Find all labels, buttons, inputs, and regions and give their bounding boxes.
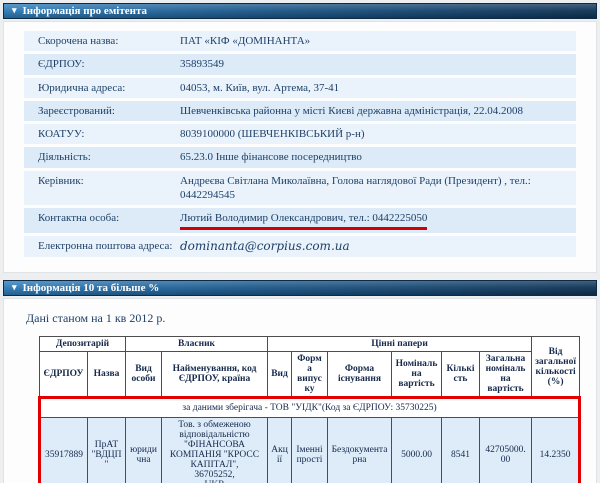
cell-edrpou: 35917889: [38, 417, 88, 483]
header-total-nominal: Загальна номінальна вартість: [478, 351, 533, 399]
issuer-row-activity: Діяльність: 65.23.0 Інше фінансове посер…: [24, 147, 576, 168]
cell-nominal-value: 5000.00: [391, 417, 442, 483]
issuer-row-email: Електронна поштова адреса: dominanta@cor…: [24, 235, 576, 258]
header-owner-name: Найменування, код ЄДРПОУ, країна: [161, 351, 268, 399]
section-header-issuer[interactable]: ▾ Інформація про емітента: [3, 3, 597, 19]
table-header-row: ЄДРПОУ Назва Вид особи Найменування, код…: [39, 351, 580, 399]
header-edrpou: ЄДРПОУ: [39, 351, 88, 399]
issuer-row-registered: Зареєстрований: Шевченківська районна у …: [24, 100, 576, 122]
header-depository: Депозитарій: [39, 336, 126, 353]
header-issue-form: Форма випуску: [291, 351, 328, 399]
email-value: dominanta@corpius.com.ua: [180, 238, 350, 253]
header-owner: Власник: [125, 336, 268, 353]
collapse-arrow-icon: ▾: [12, 281, 17, 292]
field-value: Шевченківська районна у місті Києві держ…: [180, 104, 523, 117]
cell-kind: Акції: [267, 417, 292, 483]
section-header-holders[interactable]: ▾ Інформація 10 та більше %: [3, 280, 597, 297]
field-label: Керівник:: [38, 174, 84, 187]
field-value: 65.23.0 Інше фінансове посередництво: [180, 151, 362, 164]
field-label: Юридична адреса:: [38, 81, 126, 94]
field-value: Лютий Володимир Олександрович, тел.: 044…: [180, 211, 566, 230]
custodian-note: за даними зберігача - ТОВ "УІДК"(Код за …: [37, 396, 582, 419]
cell-issue-form: Іменні прості: [291, 417, 328, 483]
field-value: 35893549: [180, 58, 224, 71]
field-label: Діяльність:: [38, 151, 91, 164]
collapse-arrow-icon: ▾: [12, 4, 17, 15]
field-value: 04053, м. Київ, вул. Артема, 37-41: [180, 81, 340, 94]
annotation-red-underline: Лютий Володимир Олександрович, тел.: 044…: [180, 211, 428, 230]
field-label: Скорочена назва:: [38, 35, 119, 47]
issuer-row-koatuu: КОАТУУ: 8039100000 (ШЕВЧЕНКІВСЬКИЙ р-н): [24, 124, 576, 145]
header-securities: Цінні папери: [266, 336, 533, 353]
cell-existence-form: Бездокументарна: [327, 417, 392, 483]
issuer-row-edrpou: ЄДРПОУ: 35893549: [24, 54, 576, 75]
field-label: КОАТУУ:: [38, 128, 85, 141]
cell-total-nominal: 42705000.00: [478, 417, 533, 483]
holders-table: Депозитарій Власник Цінні папери Від заг…: [37, 336, 582, 483]
field-label: Зареєстрований:: [38, 104, 115, 117]
holders-panel: Дані станом на 1 кв 2012 р. Депозитарій …: [3, 298, 597, 483]
as-of-date: Дані станом на 1 кв 2012 р.: [26, 311, 166, 326]
header-person-type: Вид особи: [125, 351, 162, 399]
cell-quantity: 8541: [441, 417, 480, 483]
header-kind: Вид: [267, 351, 292, 399]
issuer-row-short-name: Скорочена назва: ПАТ «КІФ «ДОМІНАНТА»: [24, 31, 576, 52]
section-title-issuer: Інформація про емітента: [22, 5, 148, 17]
field-value: Андреєва Світлана Миколаївна, Голова наг…: [180, 174, 531, 202]
section-title-holders: Інформація 10 та більше %: [22, 282, 160, 295]
issuer-row-head: Керівник: Андреєва Світлана Миколаївна, …: [24, 170, 576, 206]
header-existence-form: Форма існування: [327, 351, 392, 399]
issuer-row-legal-address: Юридична адреса: 04053, м. Київ, вул. Ар…: [24, 77, 576, 98]
table-header-group-row: Депозитарій Власник Цінні папери Від заг…: [39, 336, 581, 399]
field-value: 8039100000 (ШЕВЧЕНКІВСЬКИЙ р-н): [180, 128, 365, 141]
field-label: Контактна особа:: [38, 212, 120, 225]
custodian-note-row: за даними зберігача - ТОВ "УІДК"(Код за …: [37, 396, 582, 419]
header-nominal-value: Номінальна вартість: [391, 351, 442, 399]
header-quantity: Кількість: [441, 351, 480, 399]
field-label: ЄДРПОУ:: [38, 58, 85, 71]
cell-person-type: юридична: [125, 417, 162, 483]
table-row: 35917889 ПрАТ "ВДЦП" юридична Тов. з обм…: [38, 417, 582, 483]
cell-name: ПрАТ "ВДЦП": [87, 417, 126, 483]
header-pct-total: Від загальної кількості (%): [531, 336, 581, 399]
field-label: Електронна поштова адреса:: [38, 239, 173, 252]
issuer-panel: Скорочена назва: ПАТ «КІФ «ДОМІНАНТА» ЄД…: [3, 21, 597, 274]
field-value: ПАТ «КІФ «ДОМІНАНТА»: [180, 35, 311, 47]
header-name: Назва: [87, 351, 126, 399]
issuer-row-contact-person: Контактна особа: Лютий Володимир Олексан…: [24, 208, 576, 233]
cell-owner-name: Тов. з обмеженою відповідальністю "ФІНАН…: [161, 417, 268, 483]
cell-pct: 14.2350: [531, 417, 582, 483]
